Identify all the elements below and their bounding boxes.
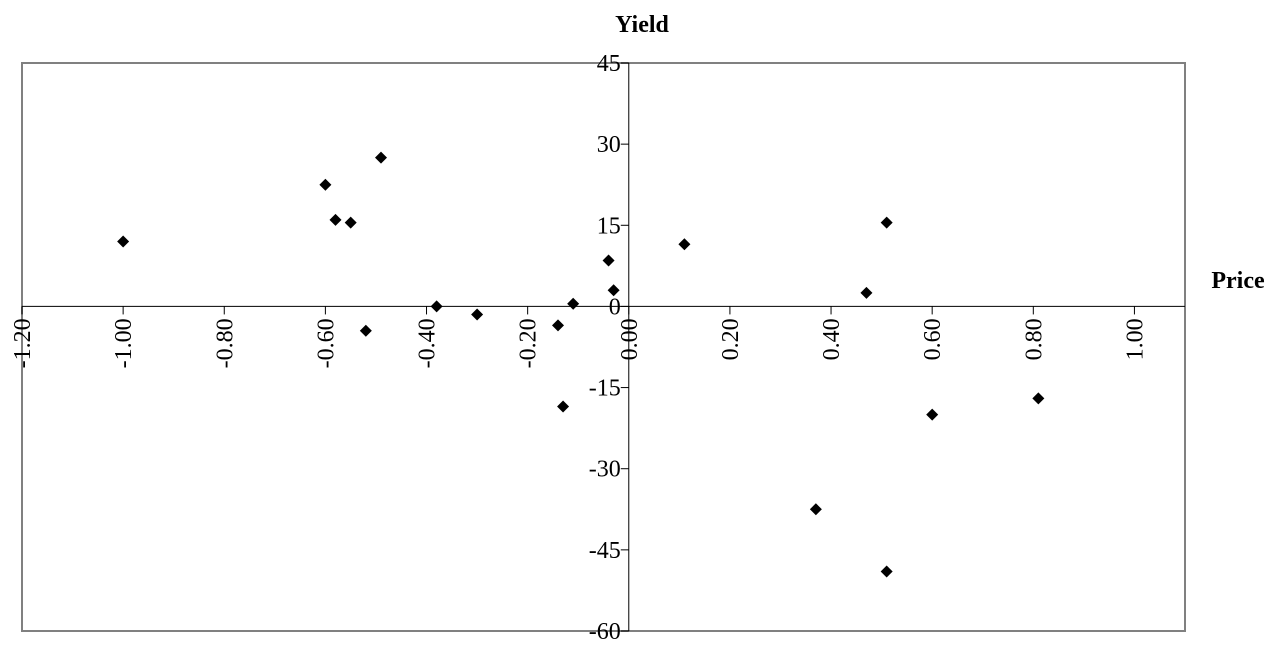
data-point [375,151,388,164]
x-tick-label: -1.20 [10,318,36,368]
x-tick-label: 0.20 [718,318,744,360]
data-points [117,151,1045,578]
x-tick-label: 0.60 [920,318,946,360]
data-point [551,319,564,332]
x-tick-label: -0.60 [313,318,339,368]
data-point [359,324,372,337]
plot-frame [21,62,1186,632]
axes [21,62,1185,632]
data-point [430,300,443,313]
x-tick-label: -0.20 [516,318,542,368]
data-point [567,297,580,310]
x-tick-label: -1.00 [111,318,137,368]
x-tick-label: 1.00 [1122,318,1148,360]
data-point [471,308,484,321]
y-tick-label: -60 [589,619,621,645]
data-point [1032,392,1045,405]
x-axis-title: Price [1211,268,1265,294]
data-point [607,284,620,297]
y-tick-label: -30 [589,457,621,483]
data-point [319,178,332,191]
data-point [329,213,342,226]
y-tick-label: 30 [597,132,621,158]
x-tick-label: 0.80 [1021,318,1047,360]
data-point [926,408,939,421]
data-point [809,503,822,516]
y-tick-label: 15 [597,213,621,239]
y-axis-title: Yield [615,12,669,38]
data-point [117,235,130,248]
data-point [678,238,691,251]
data-point [880,565,893,578]
y-tick-label: 0 [609,294,621,320]
y-tick-label: -15 [589,376,621,402]
x-tick-label: 0.40 [819,318,845,360]
tick-labels: -1.20 -1.00 -0.80 -0.60 -0.40 -0.20 0.00 0.20 0.… [10,51,1148,645]
data-point [557,400,570,413]
data-point [344,216,357,229]
x-tick-label: 0.00 [617,318,643,360]
x-tick-label: -0.40 [415,318,441,368]
data-point [880,216,893,229]
data-point [602,254,615,267]
x-tick-label: -0.80 [212,318,238,368]
y-tick-label: -45 [589,538,621,564]
data-point [860,286,873,299]
y-tick-label: 45 [597,51,621,77]
